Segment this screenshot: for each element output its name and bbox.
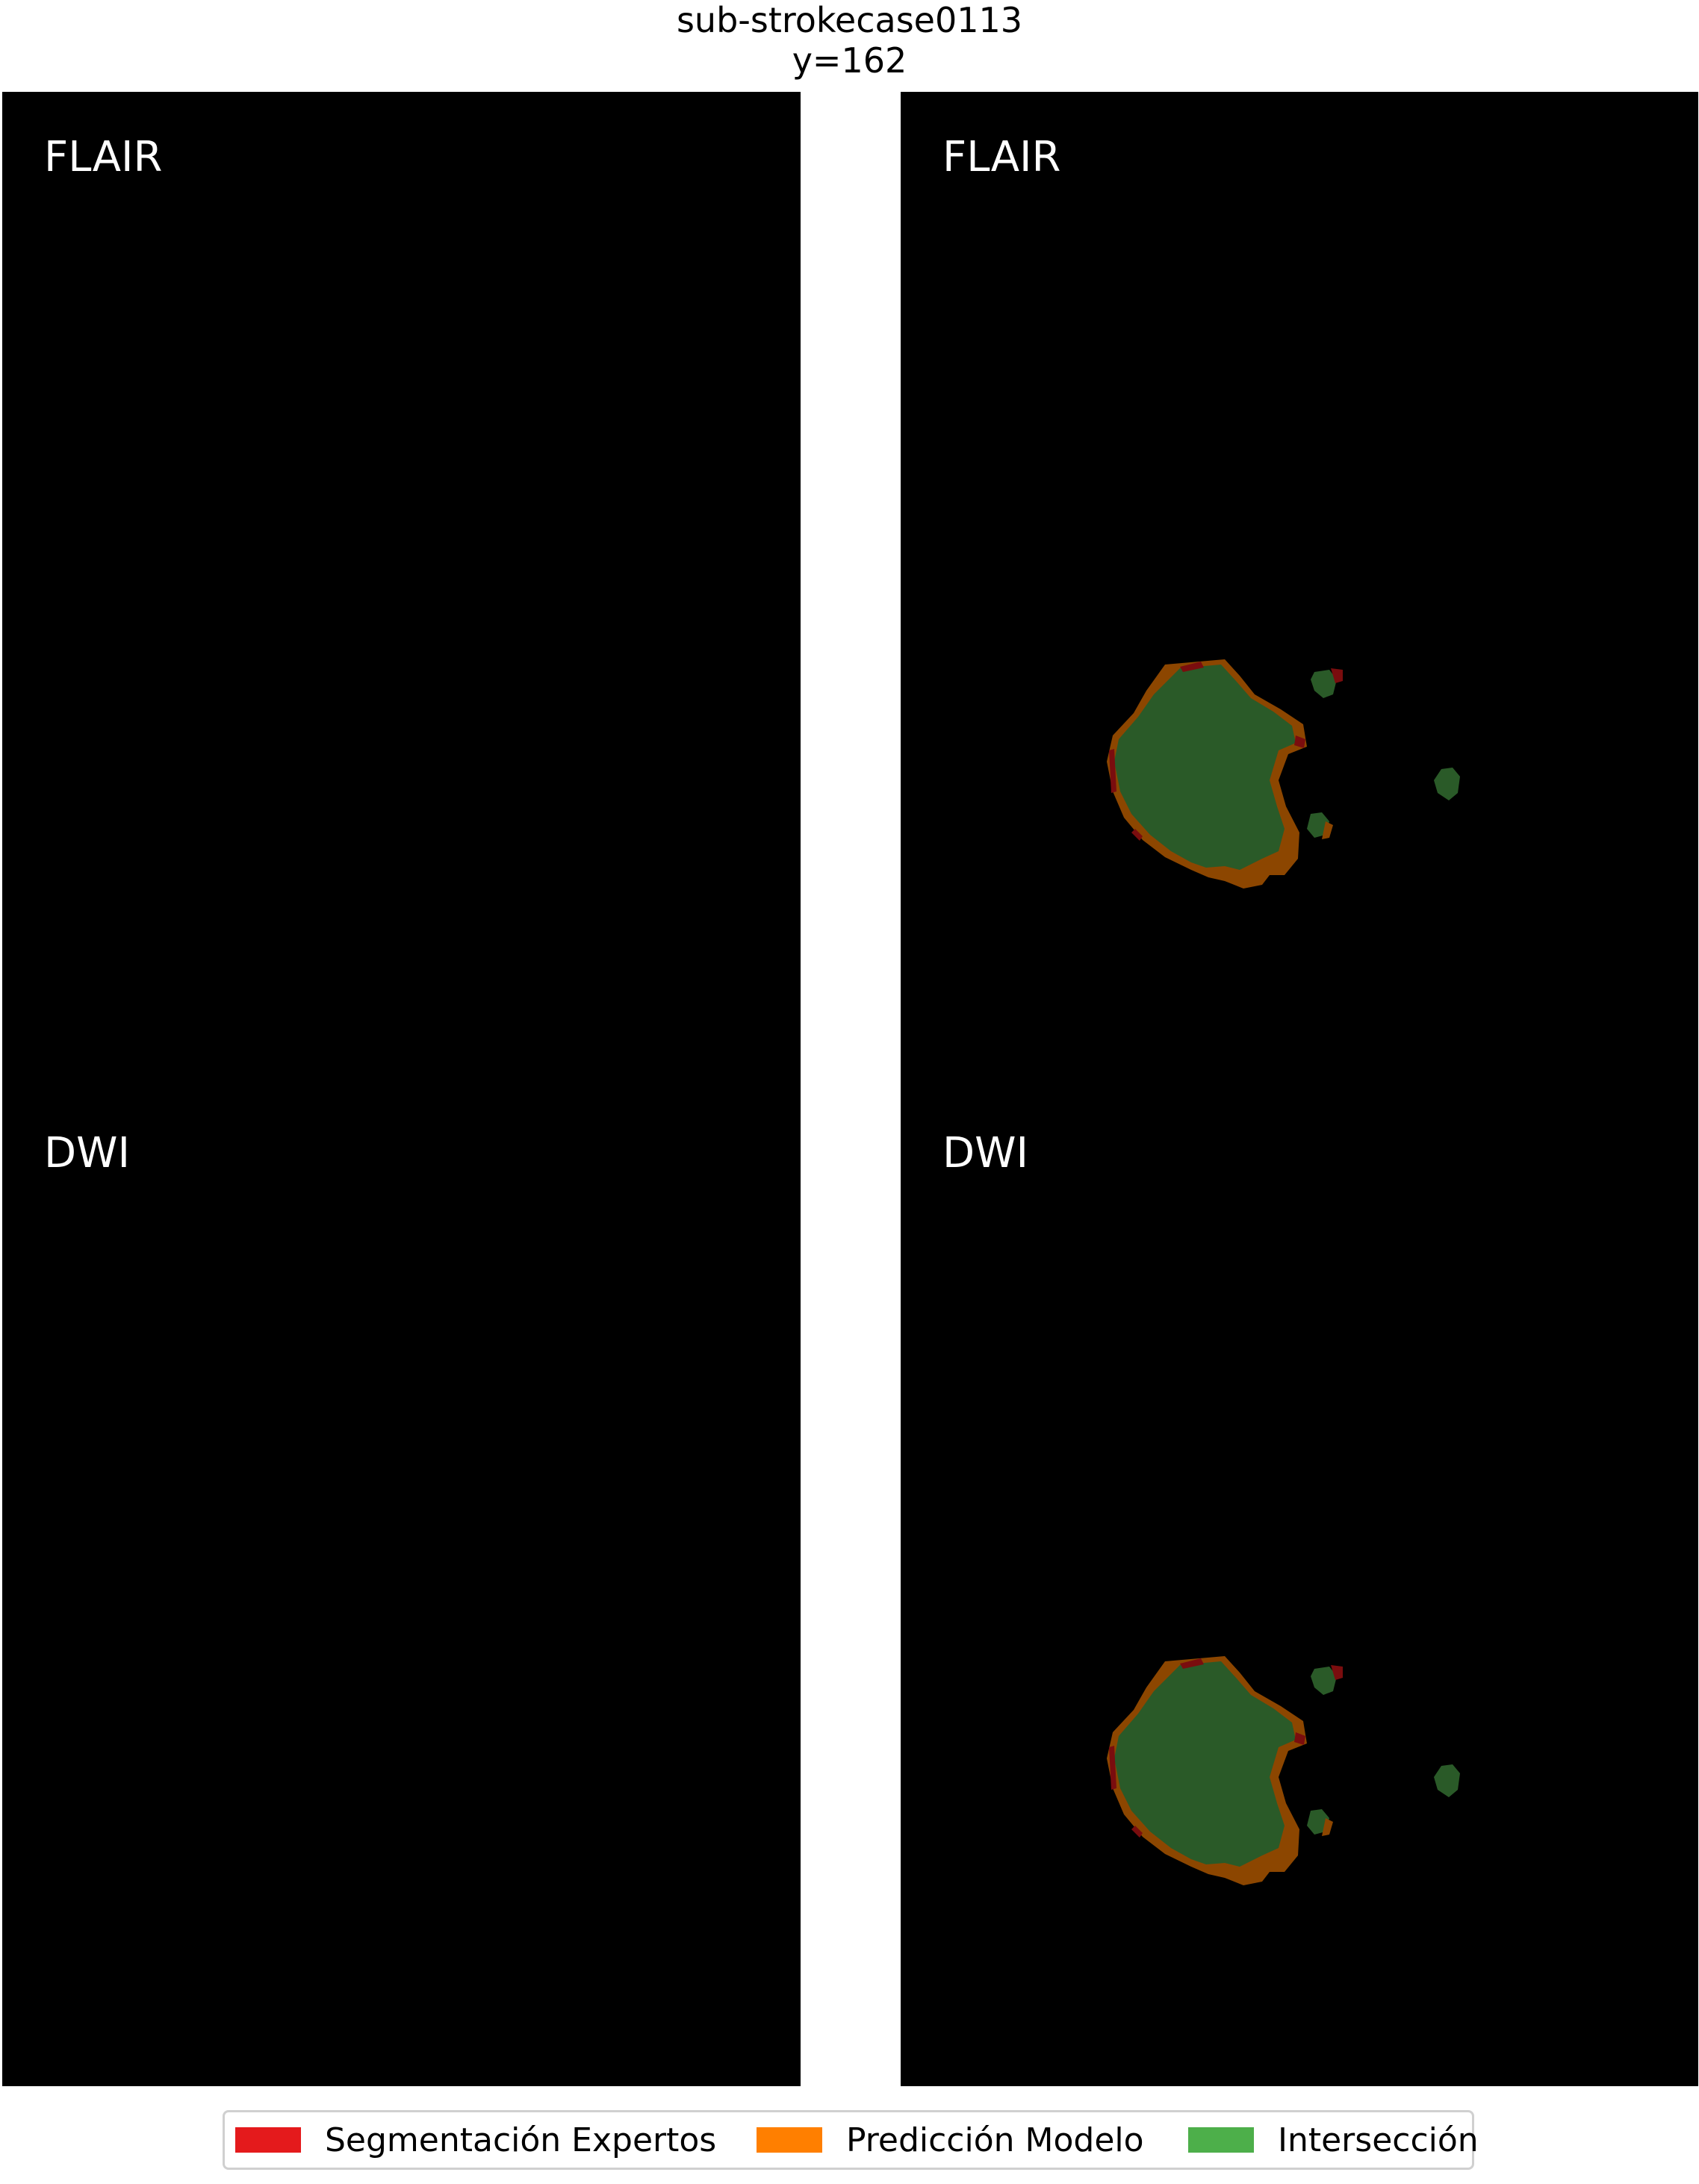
legend: Segmentación Expertos Predicción Modelo … xyxy=(223,2110,1479,2170)
figure-subtitle: y=162 xyxy=(792,40,907,81)
panel-dwi-image: DWI xyxy=(2,1088,801,2086)
legend-label-intersection: Intersección xyxy=(1278,2121,1479,2159)
panel-label-dwi: DWI xyxy=(942,1129,1029,1177)
panel-label-flair: FLAIR xyxy=(942,133,1061,181)
lesion-overlay xyxy=(1107,659,1460,889)
legend-item-intersection: Intersección xyxy=(1188,2112,1479,2168)
intersection-region xyxy=(1114,1661,1296,1867)
small-lesion-3-model xyxy=(1322,1818,1333,1836)
small-lesion-2 xyxy=(1434,1764,1460,1797)
small-lesion-1-expert xyxy=(1331,668,1343,683)
intersection-region xyxy=(1114,665,1296,870)
legend-swatch-model xyxy=(757,2127,822,2153)
small-lesion-1-expert xyxy=(1331,1665,1343,1680)
figure-title: sub-strokecase0113 xyxy=(676,0,1023,40)
legend-item-model: Predicción Modelo xyxy=(757,2112,1144,2168)
small-lesion-3-model xyxy=(1322,821,1333,839)
panel-flair-overlay: FLAIR xyxy=(901,92,1698,1088)
panel-label-dwi: DWI xyxy=(44,1129,131,1177)
panel-dwi-overlay: DWI xyxy=(901,1088,1698,2086)
panel-label-flair: FLAIR xyxy=(44,133,163,181)
small-lesion-1 xyxy=(1311,1667,1337,1695)
legend-item-expert: Segmentación Expertos xyxy=(235,2112,716,2168)
legend-swatch-intersection xyxy=(1188,2127,1254,2153)
small-lesion-2 xyxy=(1434,768,1460,800)
legend-swatch-expert xyxy=(235,2127,301,2153)
legend-label-model: Predicción Modelo xyxy=(846,2121,1144,2159)
lesion-overlay xyxy=(1107,1656,1460,1885)
small-lesion-1 xyxy=(1311,670,1337,698)
legend-label-expert: Segmentación Expertos xyxy=(325,2121,717,2159)
panel-flair-image: FLAIR xyxy=(2,92,801,1088)
